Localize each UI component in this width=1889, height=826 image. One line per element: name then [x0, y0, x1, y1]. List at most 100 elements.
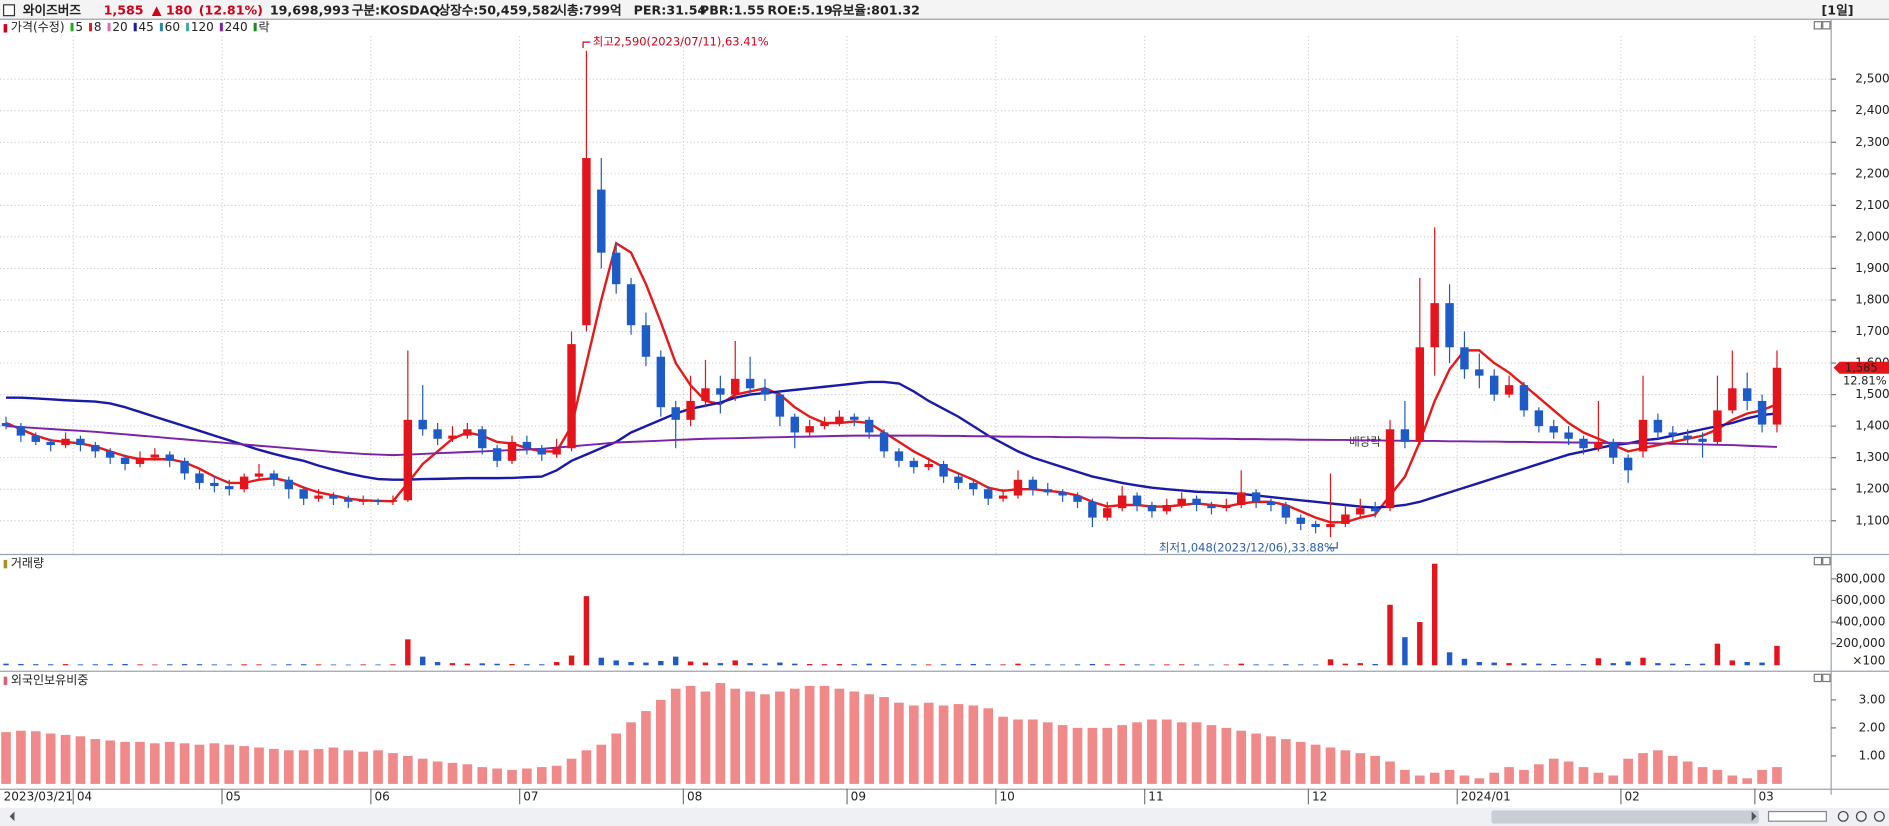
bar [271, 664, 277, 666]
bar [1087, 727, 1098, 784]
candle-body [299, 489, 308, 499]
candle-body [552, 448, 561, 455]
bar [298, 750, 309, 784]
scroll-right[interactable] [1751, 811, 1757, 822]
scroll-left[interactable] [9, 811, 15, 822]
zoom-in[interactable] [1855, 810, 1867, 822]
bar [1757, 769, 1767, 784]
candle-body [1683, 435, 1692, 439]
candle-body [1430, 303, 1439, 348]
bar [1193, 664, 1200, 666]
y-tick-label: 2,500 [1855, 72, 1889, 86]
x-tick-label: 10 [999, 790, 1014, 804]
bar [62, 664, 69, 666]
legend-swatch [219, 22, 223, 32]
candle-body [388, 500, 398, 502]
close-button[interactable] [1822, 556, 1831, 566]
candle-body [1519, 385, 1529, 411]
candle-body [641, 325, 651, 357]
zoom-out[interactable] [1837, 810, 1849, 822]
y-tick-label: 400,000 [1836, 615, 1886, 629]
maximize-button[interactable] [1813, 673, 1823, 683]
legend-label: 120 [191, 20, 214, 34]
bar [196, 664, 203, 666]
candle-body [1534, 410, 1544, 427]
bar [1030, 664, 1036, 666]
candle-body [1460, 347, 1469, 370]
candle-body [1415, 347, 1425, 442]
zoom-reset[interactable] [1873, 810, 1885, 822]
bar [628, 662, 634, 666]
roe: ROE:5.19 [767, 2, 832, 17]
bar [866, 663, 872, 666]
bar [1744, 662, 1750, 666]
bar [1444, 769, 1455, 784]
bar [256, 664, 262, 666]
bar [1387, 604, 1393, 666]
bar [851, 664, 857, 666]
bar [360, 664, 366, 666]
bar [447, 762, 458, 784]
y-tick-label: 1,200 [1855, 482, 1889, 496]
bar [940, 664, 947, 666]
bar [373, 750, 383, 784]
bar [1534, 764, 1544, 784]
close-button[interactable] [1822, 21, 1831, 30]
moving-average-line [5, 425, 1777, 457]
y-tick-label: 1,400 [1855, 419, 1889, 433]
bar [522, 768, 532, 784]
cap: 시총:799억 [555, 2, 621, 17]
candle-body [820, 422, 829, 427]
bar [449, 663, 456, 666]
bar [1640, 657, 1646, 666]
maximize-button[interactable] [1813, 556, 1823, 566]
bar [1251, 733, 1261, 784]
bar [1593, 772, 1604, 784]
x-tick-label: 06 [374, 790, 389, 804]
candle-body [1073, 495, 1082, 502]
panel-title: 가격(수정) [11, 20, 65, 34]
price-tag-label: 1,585 [1845, 360, 1878, 374]
scrollbar[interactable] [0, 807, 1889, 826]
bar [983, 708, 994, 784]
x-tick-label: 08 [687, 790, 702, 804]
legend-label: 45 [139, 20, 154, 34]
candle-body [1356, 508, 1365, 515]
candle-body [864, 419, 874, 433]
bar [30, 731, 41, 784]
price-tag [1833, 361, 1889, 374]
bar [551, 765, 562, 784]
bar [1476, 662, 1483, 666]
bar [1474, 778, 1485, 784]
legend-label: 60 [165, 20, 180, 34]
bar [1236, 730, 1247, 784]
bar [1117, 725, 1127, 784]
candle-body [1713, 410, 1722, 442]
close-button[interactable] [1822, 673, 1831, 683]
period-button[interactable]: [1일] [1822, 2, 1854, 17]
reserve: 유보율:801.32 [831, 2, 920, 17]
bar [1548, 758, 1559, 784]
checkbox[interactable] [3, 4, 16, 17]
candle-body [463, 429, 472, 436]
maximize-button[interactable] [1813, 21, 1823, 30]
candle-body [835, 416, 844, 423]
bar [1238, 663, 1244, 666]
legend-label: 락 [258, 20, 269, 34]
bar [1310, 744, 1321, 784]
bar [105, 740, 116, 784]
bar [209, 743, 220, 784]
scroll-thumb[interactable] [1491, 810, 1759, 824]
candle-body [567, 344, 576, 449]
legend-swatch [107, 22, 111, 32]
candle-body [1281, 504, 1291, 518]
candle-body [1341, 514, 1350, 524]
x-tick-label: 12 [1312, 790, 1327, 804]
legend-swatch [133, 22, 137, 32]
legend-swatch [253, 22, 257, 32]
bar [1414, 775, 1425, 784]
zoom-slider[interactable] [1767, 810, 1827, 822]
candle-body [46, 441, 55, 446]
y-tick-label: 1,100 [1855, 513, 1889, 527]
